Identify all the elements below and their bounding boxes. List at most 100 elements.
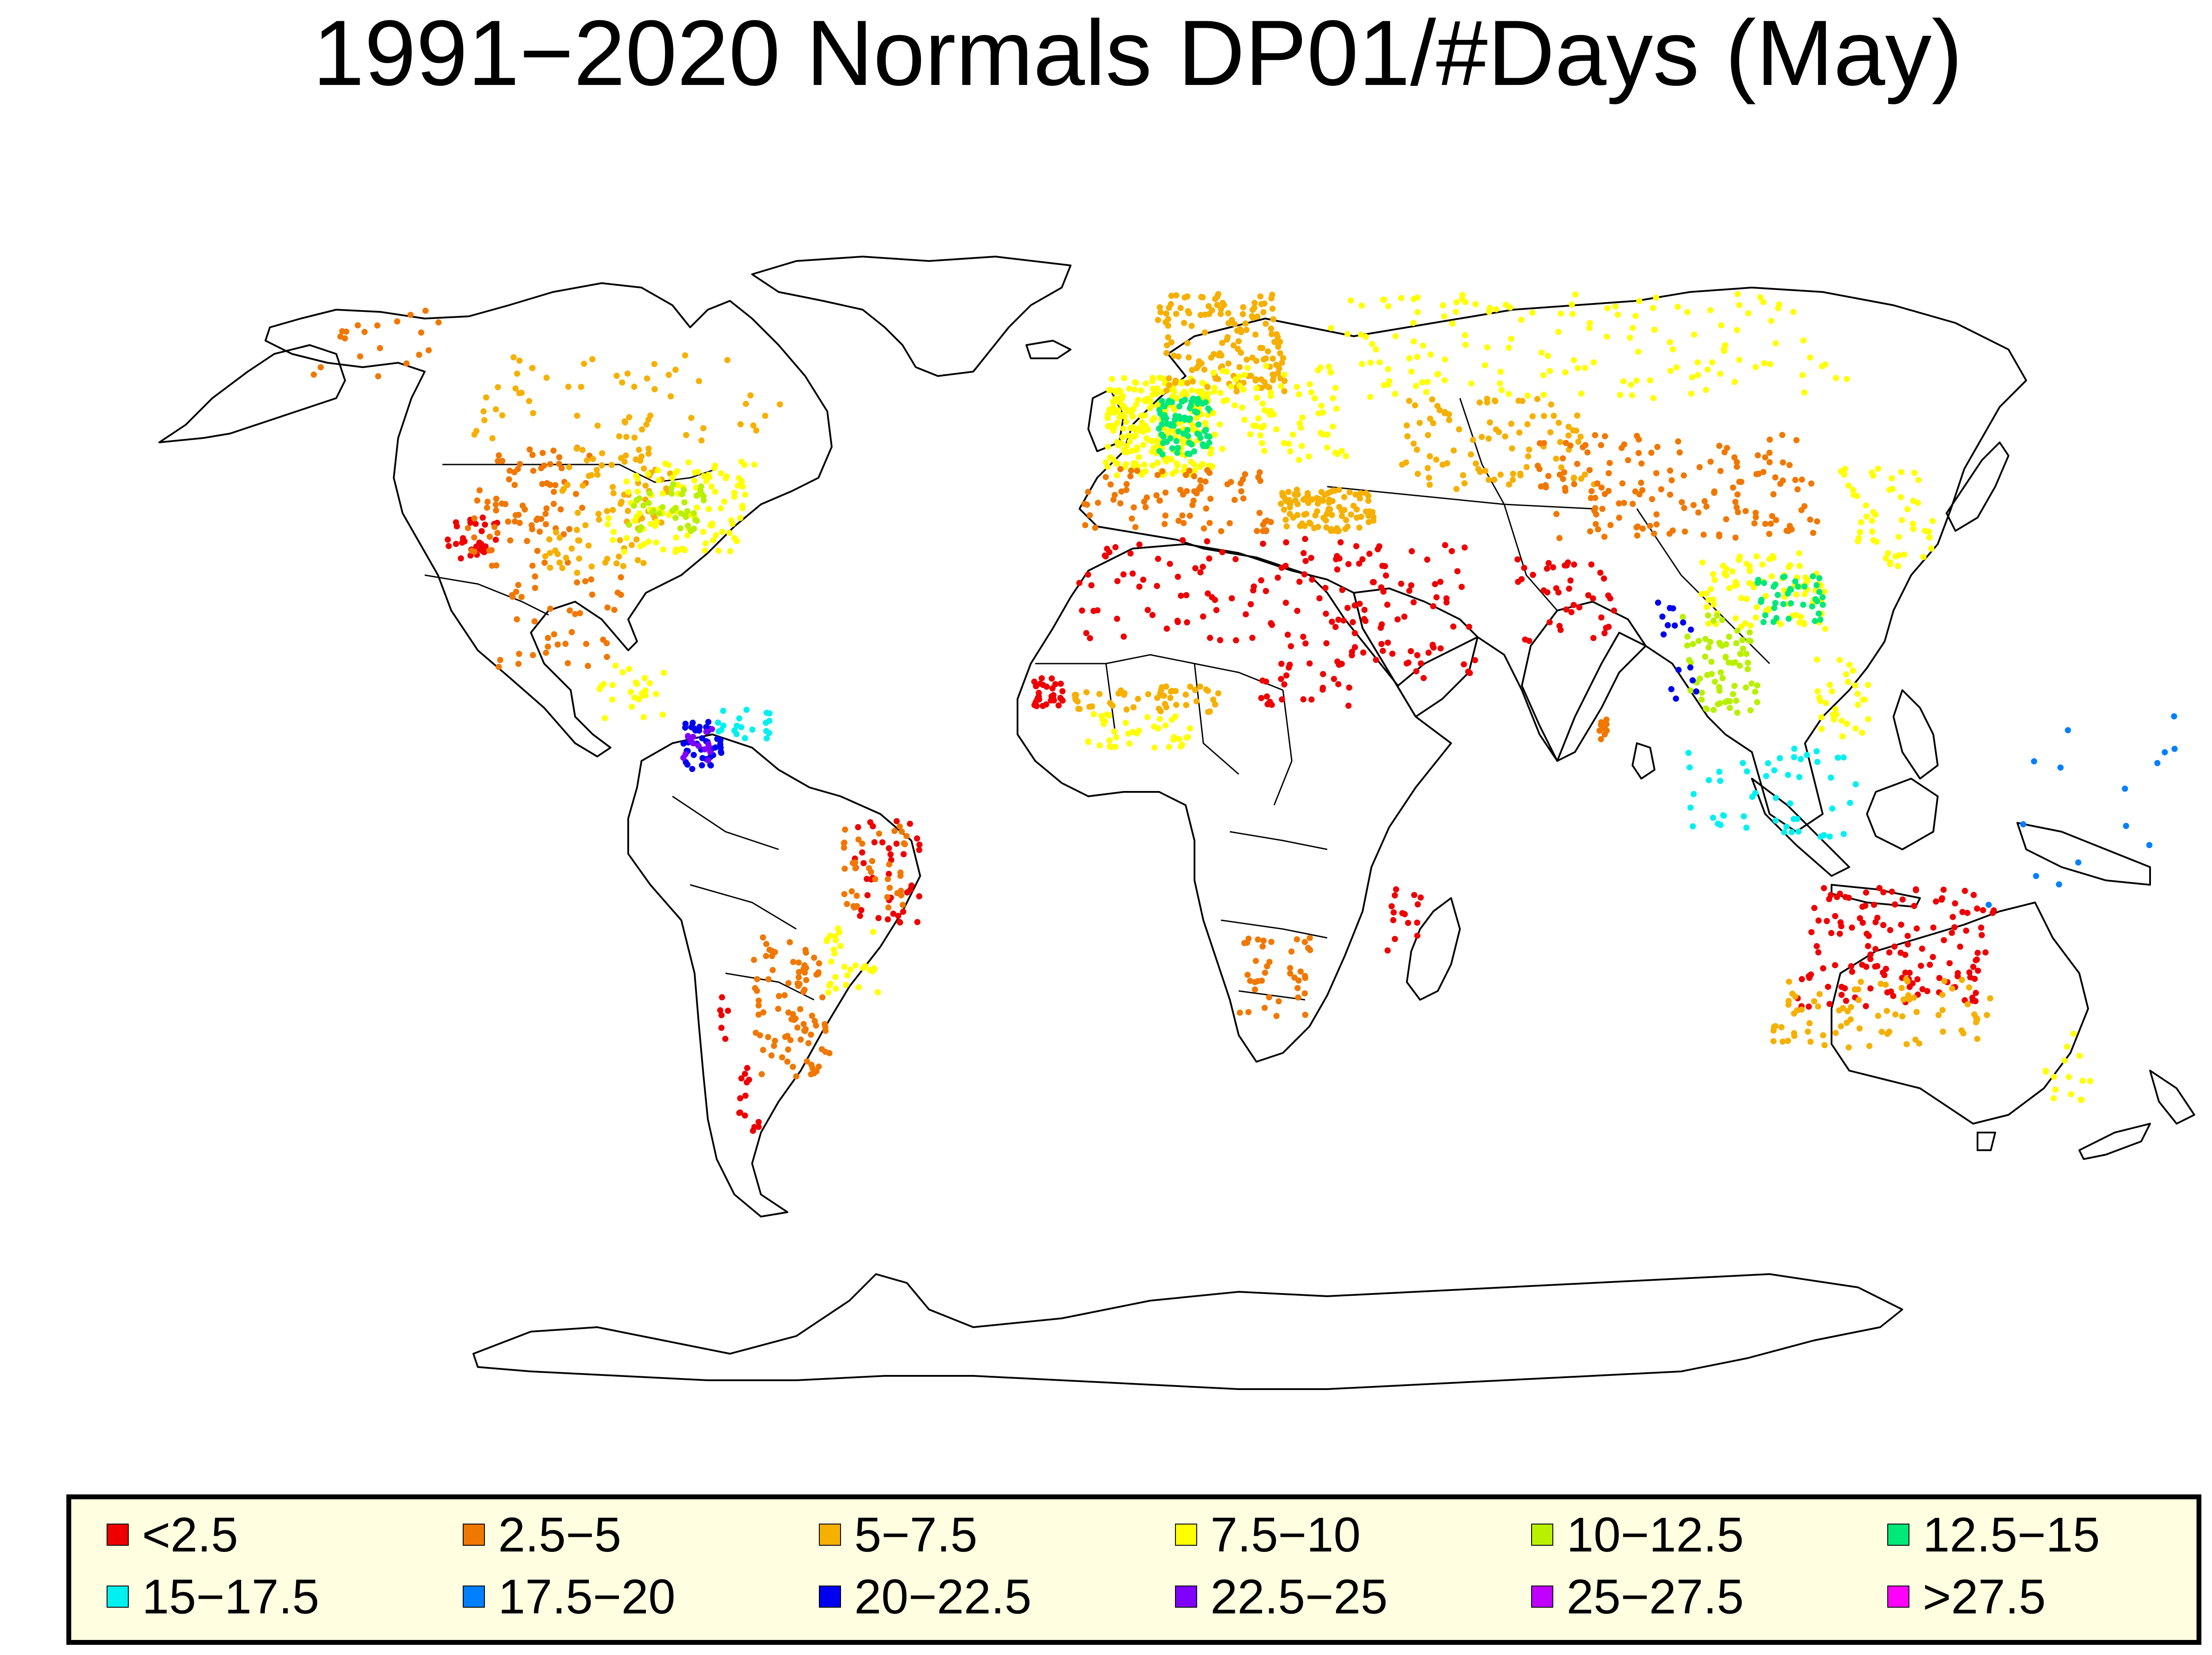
station-point [1897,494,1904,500]
station-point [1414,933,1421,939]
station-point [1736,479,1743,485]
station-point [1634,532,1640,539]
station-point [1219,368,1226,374]
station-point [847,967,854,973]
station-point [1716,684,1722,691]
station-point [1586,325,1593,331]
station-point [545,635,551,641]
station-point [744,1079,750,1086]
station-point [884,876,891,883]
station-point [453,523,460,530]
station-point [1926,528,1932,535]
station-point [494,530,501,536]
station-point [1837,919,1844,925]
station-point [1886,487,1893,493]
station-point [1330,395,1336,402]
station-point [633,679,639,686]
station-point [1155,725,1162,732]
station-point [1234,327,1240,334]
station-point [1298,443,1305,449]
legend-swatch [463,1524,485,1546]
station-point [1309,576,1315,583]
station-point [1497,380,1503,387]
station-point [895,913,902,919]
station-point [511,518,518,525]
station-point [1544,565,1550,572]
station-point [1555,419,1562,426]
station-point [1288,643,1294,649]
station-point [582,522,589,529]
station-point [1766,530,1773,537]
station-point [1106,406,1113,413]
station-point [1687,664,1694,671]
station-point [1188,458,1194,465]
station-point [1847,799,1853,806]
station-point [596,516,602,523]
station-point [1675,438,1682,445]
station-point [1788,600,1794,607]
station-point [1119,434,1126,440]
station-point [512,385,519,392]
station-point [1673,695,1679,702]
station-point [1260,528,1266,534]
station-point [1340,617,1347,624]
station-point [1306,381,1313,388]
station-point [841,839,848,846]
station-point [1949,985,1955,992]
station-point [1843,671,1849,678]
station-point [542,511,549,517]
legend-label: >27.5 [1923,1569,2046,1624]
station-point [2075,859,2081,866]
station-point [1794,816,1801,822]
station-point [1136,727,1142,734]
station-point [1716,533,1723,540]
station-point [1812,618,1818,624]
station-point [1166,382,1172,388]
station-point [1586,320,1593,326]
station-point [626,414,633,420]
station-point [1207,450,1214,457]
station-point [1633,524,1640,530]
station-point [1175,619,1181,626]
station-point [1145,426,1152,433]
station-point [1441,410,1448,416]
station-point [1294,985,1301,991]
station-point [638,453,645,460]
station-point [791,1017,797,1023]
station-point [1928,545,1935,552]
station-point [532,573,538,580]
station-point [709,726,715,733]
station-point [1188,402,1194,409]
station-point [1346,489,1353,495]
station-point [1270,316,1277,323]
station-point [1217,390,1224,396]
station-point [677,525,684,532]
station-point [1816,991,1823,998]
station-point [634,557,641,564]
station-point [1140,429,1146,435]
station-point [634,475,641,482]
station-point [1809,603,1816,610]
station-point [695,468,701,475]
station-point [723,473,730,480]
station-point [1413,446,1420,453]
station-point [658,519,664,526]
station-point [1650,395,1656,401]
station-point [1306,660,1313,667]
station-point [422,307,429,314]
station-point [1973,1014,1980,1021]
station-point [1472,301,1479,307]
station-point [736,715,743,722]
station-point [1105,411,1111,418]
station-point [565,660,571,667]
legend-swatch [463,1586,485,1608]
station-point [1114,615,1120,622]
station-point [604,556,611,562]
station-point [1805,1028,1811,1035]
station-point [1339,660,1345,667]
station-point [1172,380,1179,386]
station-point [856,984,862,991]
station-point [871,839,878,845]
station-point [625,507,631,514]
station-point [1707,639,1713,645]
